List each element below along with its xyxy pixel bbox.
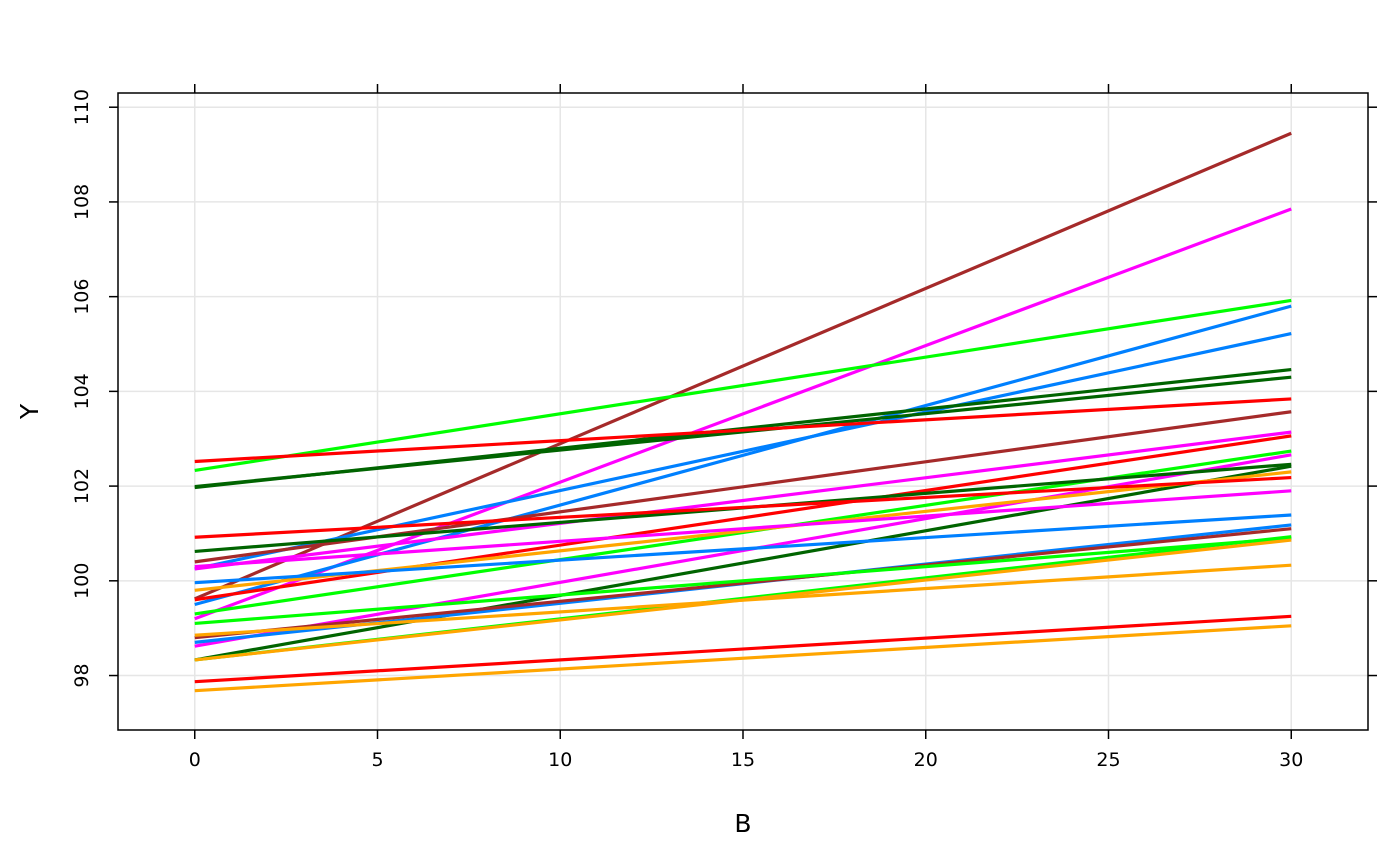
y-tick-label: 100 xyxy=(71,563,93,599)
series-line-17 xyxy=(194,475,1292,539)
tick-labels: 0 5 10 15 20 25 30 98 100 102 104 106 108 110 xyxy=(71,89,1303,771)
x-axis-title: B xyxy=(734,809,751,838)
series-line-27 xyxy=(194,624,1292,693)
x-tick-label: 20 xyxy=(914,749,938,771)
y-tick-label: 102 xyxy=(71,468,93,504)
y-tick-label: 108 xyxy=(71,184,93,220)
series-line-10 xyxy=(194,430,1292,571)
x-tick-label: 10 xyxy=(548,749,572,771)
x-tick-label: 15 xyxy=(731,749,755,771)
series-line-5 xyxy=(194,332,1292,571)
series-line-3 xyxy=(194,298,1292,473)
y-tick-label: 110 xyxy=(71,89,93,125)
series-line-15 xyxy=(194,464,1292,662)
series-line-1 xyxy=(194,131,1292,601)
series-line-26 xyxy=(194,614,1292,684)
x-tick-label: 25 xyxy=(1096,749,1120,771)
series-line-2 xyxy=(194,207,1292,621)
y-tick-label: 106 xyxy=(71,279,93,315)
series-line-18 xyxy=(194,489,1292,569)
x-tick-label: 30 xyxy=(1279,749,1303,771)
series-line-25 xyxy=(194,563,1292,637)
y-axis-title: Y xyxy=(15,403,44,420)
series-line-23 xyxy=(194,536,1292,626)
y-tick-label: 104 xyxy=(71,373,93,409)
series-line-21 xyxy=(194,527,1292,640)
y-tick-label: 98 xyxy=(71,663,93,687)
series-line-7 xyxy=(194,375,1292,489)
series-line-8 xyxy=(194,397,1292,464)
x-tick-label: 5 xyxy=(371,749,383,771)
grid xyxy=(118,93,1368,730)
axis-ticks xyxy=(109,84,1377,739)
x-tick-label: 0 xyxy=(189,749,201,771)
series-line-19 xyxy=(194,513,1292,585)
series-lines xyxy=(194,131,1292,693)
